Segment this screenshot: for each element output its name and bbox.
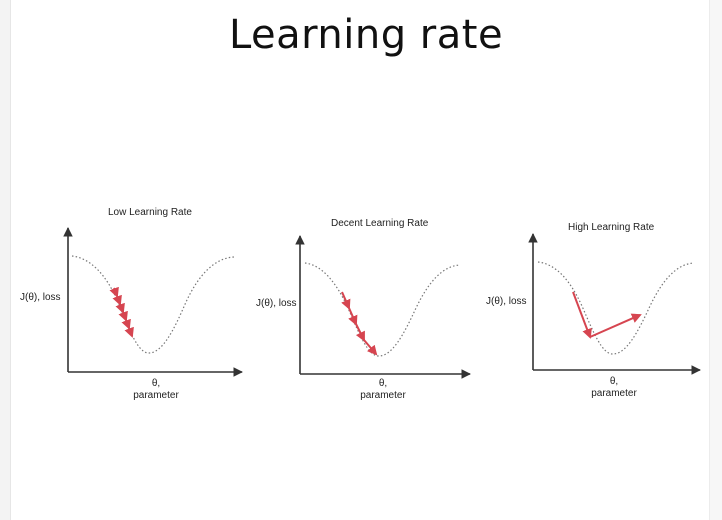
x-axis-name: parameter xyxy=(133,390,179,401)
step-arrow xyxy=(589,313,642,338)
y-axis-label: J(θ), loss xyxy=(20,292,61,303)
x-axis-symbol: θ, xyxy=(609,376,619,387)
panel-title: High Learning Rate xyxy=(568,222,655,233)
loss-curve xyxy=(537,261,695,355)
step-arrow xyxy=(109,286,119,298)
x-axis-symbol: θ, xyxy=(378,378,388,389)
left-edge-bar xyxy=(0,0,11,520)
loss-curve xyxy=(71,255,235,354)
right-edge-bar xyxy=(709,0,722,520)
panel-3-axes xyxy=(528,233,701,375)
step-arrows-high xyxy=(572,291,642,339)
panel-2-axes xyxy=(295,235,471,379)
panel-1-axes xyxy=(63,227,243,377)
step-arrow xyxy=(355,323,365,342)
step-arrow xyxy=(112,294,122,306)
step-arrow xyxy=(363,339,378,356)
step-arrows-decent xyxy=(341,291,378,356)
step-arrow xyxy=(115,302,125,314)
x-axis-label: θ, parameter xyxy=(126,378,186,402)
step-arrow xyxy=(348,307,358,326)
panel-title: Decent Learning Rate xyxy=(331,218,429,229)
panel-title: Low Learning Rate xyxy=(108,207,192,218)
y-axis-label: J(θ), loss xyxy=(486,296,527,307)
step-arrow xyxy=(118,310,128,322)
y-axis-label: J(θ), loss xyxy=(256,298,297,309)
x-axis-name: parameter xyxy=(360,390,406,401)
x-axis-name: parameter xyxy=(591,388,637,399)
x-axis-label: θ, parameter xyxy=(353,378,413,402)
step-arrows-low xyxy=(109,286,134,338)
loss-curve xyxy=(304,262,461,357)
step-arrow xyxy=(124,326,134,338)
step-arrow xyxy=(572,291,592,339)
step-arrow xyxy=(341,291,351,310)
slide-title: Learning rate xyxy=(228,12,504,58)
x-axis-symbol: θ, xyxy=(151,378,161,389)
step-arrow xyxy=(121,318,131,330)
x-axis-label: θ, parameter xyxy=(584,376,644,400)
